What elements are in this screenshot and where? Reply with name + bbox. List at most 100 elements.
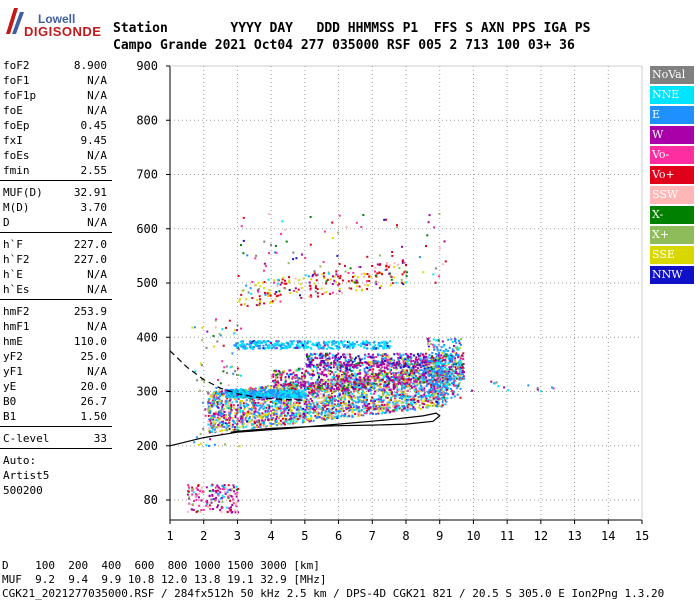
echo-point [297, 344, 300, 347]
echo-point [455, 341, 458, 344]
echo-point [313, 373, 315, 376]
echo-point [323, 388, 326, 391]
echo-point [395, 376, 398, 379]
echo-point [430, 396, 433, 398]
echo-point [419, 357, 422, 360]
echo-point [370, 373, 373, 376]
echo-point [278, 407, 281, 410]
echo-point [330, 381, 333, 384]
echo-point [303, 421, 306, 424]
echo-point [240, 416, 243, 419]
echo-point [211, 393, 214, 396]
echo-point [257, 394, 260, 397]
echo-point [289, 381, 292, 384]
echo-point [350, 373, 353, 376]
echo-point [272, 375, 275, 378]
echo-point [323, 364, 326, 367]
echo-point [435, 399, 438, 401]
echo-point [280, 405, 283, 407]
echo-point [427, 343, 429, 346]
echo-point [419, 382, 422, 385]
echo-point [380, 344, 383, 347]
echo-point [297, 402, 300, 405]
echo-point [263, 420, 265, 423]
echo-point [325, 341, 328, 344]
echo-point [301, 367, 304, 370]
echo-point [251, 427, 254, 430]
echo-point [293, 404, 296, 407]
echo-point [387, 393, 390, 396]
echo-point [326, 364, 328, 367]
echo-point [407, 372, 409, 375]
echo-point [304, 345, 307, 347]
echo-point [414, 364, 417, 367]
echo-point [342, 365, 345, 368]
echo-point [463, 377, 466, 380]
param-row: M(D) 3.70 [0, 200, 112, 215]
echo-point [215, 412, 217, 415]
echo-point [425, 376, 427, 379]
echo-point [330, 382, 333, 385]
echo-point [404, 393, 407, 395]
echo-point [410, 402, 413, 405]
echo-point [295, 346, 298, 349]
echo-point [245, 399, 248, 402]
echo-point [353, 381, 356, 384]
echo-point [326, 387, 328, 390]
echo-point [387, 345, 390, 347]
echo-point [415, 375, 417, 378]
echo-point [410, 385, 413, 387]
echo-point [285, 345, 288, 348]
echo-point [399, 357, 402, 359]
echo-point [350, 359, 353, 362]
echo-point [342, 392, 345, 395]
echo-point [373, 361, 376, 364]
echo-point [358, 376, 361, 379]
echo-point [265, 392, 267, 395]
echo-point [320, 386, 323, 389]
echo-point [279, 409, 282, 412]
echo-point [317, 408, 319, 411]
echo-point [455, 377, 458, 380]
echo-point [282, 402, 285, 405]
echo-point [354, 413, 357, 415]
echo-point [256, 415, 259, 418]
echo-point [331, 398, 334, 401]
echo-point [404, 373, 407, 375]
echo-point [309, 340, 312, 343]
echo-point [391, 362, 394, 365]
echo-point [423, 393, 426, 396]
echo-point [445, 364, 448, 367]
echo-point [218, 392, 221, 395]
echo-point [279, 373, 282, 376]
echo-point [401, 374, 404, 377]
echo-point [455, 387, 458, 390]
echo-point [268, 405, 271, 408]
echo-point [444, 357, 447, 360]
params-group-4: hmF2 253.9 hmF1 N/A hmE 110.0 yF2 25.0 yF1 N/… [0, 304, 112, 424]
echo-point [442, 369, 445, 372]
param-label: h`Es [3, 283, 30, 296]
echo-point [421, 374, 424, 376]
param-label: MUF(D) [3, 186, 43, 199]
echo-point [423, 385, 426, 388]
echo-point [291, 343, 294, 346]
echo-point [386, 405, 389, 408]
echo-point [369, 412, 372, 415]
echo-point [360, 387, 363, 390]
echo-point [331, 407, 334, 410]
echo-point [264, 415, 267, 418]
echo-point [353, 372, 356, 375]
echo-point [335, 362, 338, 365]
echo-point [377, 375, 380, 378]
echo-point [249, 343, 252, 346]
param-value: 9.45 [80, 134, 108, 147]
echo-point [440, 346, 443, 349]
echo-point [345, 369, 348, 372]
echo-point [242, 413, 245, 416]
echo-point [337, 375, 340, 378]
echo-point [297, 381, 300, 384]
echo-point [400, 401, 403, 404]
echo-point [307, 408, 310, 411]
echo-point [440, 358, 442, 361]
